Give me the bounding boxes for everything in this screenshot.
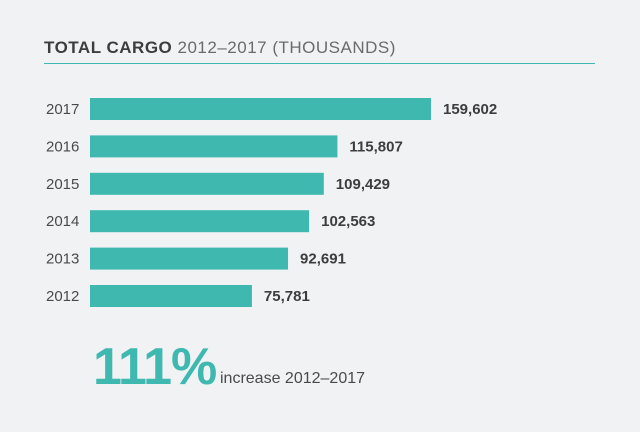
increase-caption: increase 2012–2017 [220,370,366,387]
value-label: 109,429 [336,176,390,193]
chart-title: TOTAL CARGO 2012–2017 (THOUSANDS) [44,38,396,58]
increase-percentage: 111% [93,338,217,396]
bar-2012 [90,285,252,307]
category-label: 2013 [46,251,79,268]
bar-2013 [90,247,289,270]
value-label: 115,807 [349,138,402,155]
chart-title-main: TOTAL CARGO [44,38,173,57]
chart-title-sub: 2012–2017 (THOUSANDS) [177,38,396,57]
bar-2016 [90,135,338,158]
title-divider [44,63,595,64]
bar-2015 [90,172,324,195]
category-label: 2015 [46,176,79,193]
category-label: 2017 [46,101,79,118]
category-label: 2014 [46,213,79,230]
category-label: 2016 [46,138,79,155]
value-label: 102,563 [321,213,375,230]
value-label: 75,781 [264,288,310,305]
bar-2017 [90,98,431,120]
category-label: 2012 [46,288,79,305]
bar-2014 [90,210,310,233]
value-label: 92,691 [300,251,346,268]
value-label: 159,602 [443,101,497,118]
